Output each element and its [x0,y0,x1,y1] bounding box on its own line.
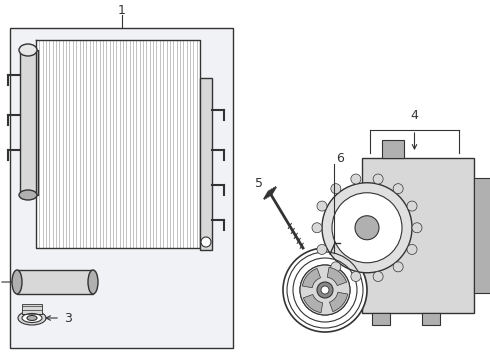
Ellipse shape [12,270,22,294]
Text: 3: 3 [64,311,72,324]
Bar [17,270,93,294]
Circle shape [321,286,329,294]
Wedge shape [302,269,320,288]
Circle shape [317,282,333,298]
Circle shape [331,262,341,272]
Ellipse shape [88,270,98,294]
Bar [10,28,233,348]
Circle shape [407,244,417,255]
Circle shape [331,184,341,194]
Text: 6: 6 [336,152,344,165]
Circle shape [332,193,402,263]
Circle shape [355,216,379,240]
Circle shape [393,184,403,194]
Circle shape [393,262,403,272]
Text: 4: 4 [411,109,418,122]
Wedge shape [329,292,347,312]
Text: 5: 5 [255,177,263,190]
Circle shape [407,201,417,211]
Bar [422,313,440,325]
Ellipse shape [18,311,46,325]
Ellipse shape [19,44,37,56]
Circle shape [317,201,327,211]
Ellipse shape [27,315,37,320]
Bar [20,50,38,195]
Polygon shape [36,40,200,248]
Bar [200,78,212,250]
Circle shape [322,183,412,273]
Bar [372,313,390,325]
Ellipse shape [19,190,37,200]
Circle shape [317,244,327,255]
Wedge shape [303,294,323,312]
Bar [22,304,42,314]
Circle shape [312,223,322,233]
Circle shape [351,174,361,184]
Circle shape [351,271,361,282]
Circle shape [283,248,367,332]
Bar [362,158,474,313]
Circle shape [373,174,383,184]
Wedge shape [327,267,346,285]
Bar [382,140,404,158]
Circle shape [201,237,211,247]
Text: 1: 1 [118,4,125,17]
Ellipse shape [22,314,42,323]
Polygon shape [240,0,490,360]
Circle shape [300,265,350,315]
Circle shape [412,223,422,233]
Circle shape [373,271,383,282]
Bar [474,178,490,293]
